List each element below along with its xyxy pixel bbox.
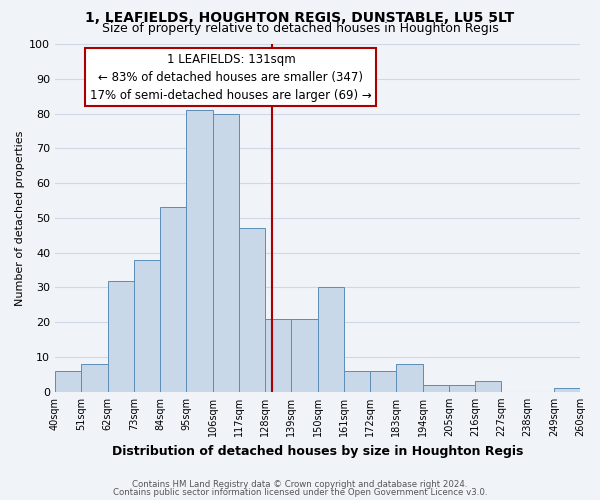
Bar <box>81 364 107 392</box>
Y-axis label: Number of detached properties: Number of detached properties <box>15 130 25 306</box>
Text: 1, LEAFIELDS, HOUGHTON REGIS, DUNSTABLE, LU5 5LT: 1, LEAFIELDS, HOUGHTON REGIS, DUNSTABLE,… <box>85 11 515 25</box>
Bar <box>107 280 134 392</box>
Text: Contains public sector information licensed under the Open Government Licence v3: Contains public sector information licen… <box>113 488 487 497</box>
Bar <box>317 288 344 392</box>
Bar <box>55 371 81 392</box>
Bar <box>554 388 580 392</box>
Bar <box>186 110 212 392</box>
Bar <box>134 260 160 392</box>
Bar <box>475 382 501 392</box>
Bar <box>344 371 370 392</box>
Text: Contains HM Land Registry data © Crown copyright and database right 2024.: Contains HM Land Registry data © Crown c… <box>132 480 468 489</box>
Bar <box>422 385 449 392</box>
Bar <box>291 319 317 392</box>
Bar <box>160 208 186 392</box>
Bar <box>265 319 291 392</box>
X-axis label: Distribution of detached houses by size in Houghton Regis: Distribution of detached houses by size … <box>112 444 523 458</box>
Bar <box>449 385 475 392</box>
Text: Size of property relative to detached houses in Houghton Regis: Size of property relative to detached ho… <box>101 22 499 35</box>
Text: 1 LEAFIELDS: 131sqm
← 83% of detached houses are smaller (347)
17% of semi-detac: 1 LEAFIELDS: 131sqm ← 83% of detached ho… <box>90 52 372 102</box>
Bar <box>396 364 422 392</box>
Bar <box>212 114 239 392</box>
Bar <box>239 228 265 392</box>
Bar <box>370 371 396 392</box>
